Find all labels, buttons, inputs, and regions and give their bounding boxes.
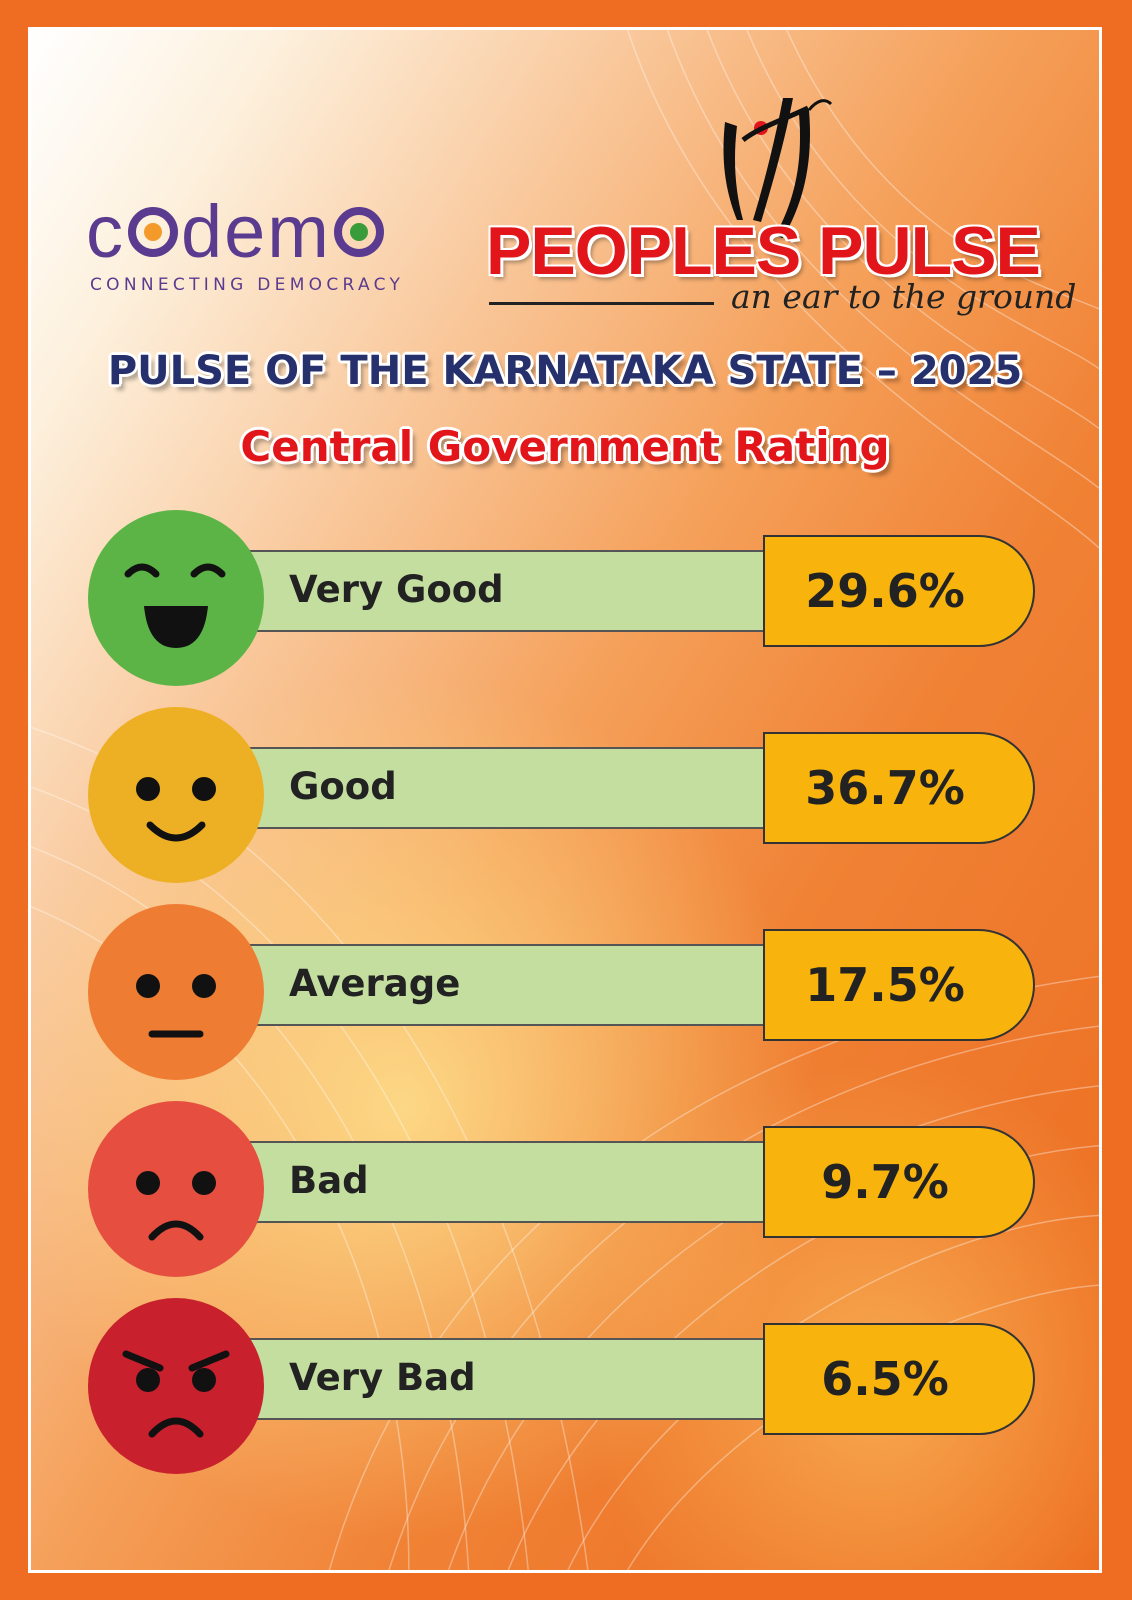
face-disc [88, 707, 264, 883]
eye-left [136, 777, 160, 801]
rating-row: Bad 9.7% [31, 1101, 1099, 1321]
codemo-wordmark: c dem [86, 195, 404, 269]
mouth [148, 1417, 204, 1438]
eye-right [192, 974, 216, 998]
rating-value: 36.7% [805, 761, 965, 815]
rating-row: Very Bad 6.5% [31, 1298, 1099, 1518]
codemo-logo: c dem CONNECTING DEMOCRACY [86, 195, 405, 296]
face-disc [88, 1101, 264, 1277]
poster: c dem CONNECTING DEMOCRACY PEOPLES PULSE … [28, 27, 1102, 1573]
mouth [146, 821, 206, 842]
face-disc [88, 510, 264, 686]
rating-label: Bad [289, 1159, 369, 1202]
brow-right [188, 1350, 230, 1372]
face-disc [88, 904, 264, 1080]
smiling-face-icon [88, 707, 264, 883]
eye-left [124, 563, 160, 578]
eye-right [192, 1368, 216, 1392]
rating-row: Average 17.5% [31, 904, 1099, 1124]
rating-bar [231, 1141, 771, 1223]
rating-label: Average [289, 962, 461, 1005]
brow-left [122, 1350, 164, 1372]
mouth [148, 1220, 204, 1241]
rating-value: 9.7% [821, 1155, 949, 1209]
chart-title: Central Government Rating [240, 422, 890, 471]
rating-value-box: 17.5% [763, 929, 1035, 1041]
tagline-rule [489, 302, 714, 305]
main-title: PULSE OF THE KARNATAKA STATE – 2025 [107, 348, 1023, 394]
peoples-pulse-tagline: an ear to the ground [731, 277, 1077, 316]
codemo-tagline: CONNECTING DEMOCRACY [90, 275, 405, 295]
rating-label: Very Good [289, 568, 504, 611]
mouth [144, 606, 208, 648]
rating-label: Very Bad [289, 1356, 476, 1399]
rating-value: 6.5% [821, 1352, 949, 1406]
face-disc [88, 1298, 264, 1474]
peoples-pulse-figure-icon [723, 98, 833, 238]
rating-value: 29.6% [805, 564, 965, 618]
rating-bar [231, 944, 771, 1026]
eye-right [192, 1171, 216, 1195]
eye-left [136, 1171, 160, 1195]
codemo-o-green-dot [333, 207, 384, 257]
rating-value-box: 36.7% [763, 732, 1035, 844]
eye-right [190, 563, 226, 578]
angry-face-icon [88, 1298, 264, 1474]
rating-label: Good [289, 765, 397, 808]
sad-face-icon [88, 1101, 264, 1277]
laughing-face-icon [88, 510, 264, 686]
neutral-face-icon [88, 904, 264, 1080]
rating-row: Good 36.7% [31, 707, 1099, 927]
rating-bar [231, 550, 771, 632]
rating-value-box: 29.6% [763, 535, 1035, 647]
codemo-o-orange-dot [128, 207, 178, 257]
peoples-pulse-title: PEOPLES PULSE [486, 213, 1041, 289]
rating-value: 17.5% [805, 958, 965, 1012]
rating-value-box: 6.5% [763, 1323, 1035, 1435]
rating-bar [231, 1338, 771, 1420]
eye-left [136, 974, 160, 998]
rating-bar [231, 747, 771, 829]
rating-row: Very Good 29.6% [31, 510, 1099, 730]
eye-left [136, 1368, 160, 1392]
rating-value-box: 9.7% [763, 1126, 1035, 1238]
eye-right [192, 777, 216, 801]
